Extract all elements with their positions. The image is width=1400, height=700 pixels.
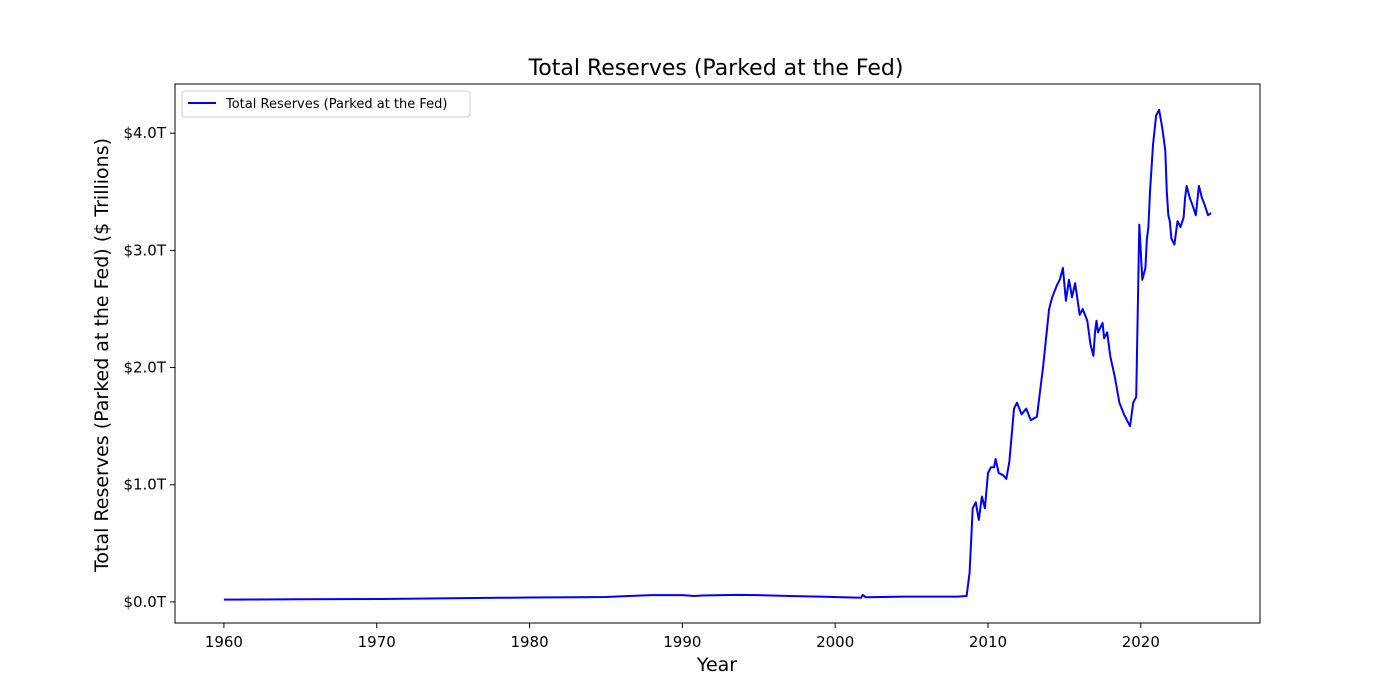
y-tick-label: $4.0T [123, 124, 166, 142]
y-axis: $0.0T $1.0T $2.0T $3.0T $4.0T [123, 124, 175, 611]
y-axis-label: Total Reserves (Parked at the Fed) ($ Tr… [91, 138, 113, 573]
x-tick-label: 2020 [1122, 633, 1160, 651]
x-tick-label: 1980 [510, 633, 548, 651]
x-axis-label: Year [696, 654, 737, 676]
x-tick-label: 2010 [969, 633, 1007, 651]
plot-area [174, 83, 1261, 624]
x-tick-label: 1990 [663, 633, 701, 651]
chart-title: Total Reserves (Parked at the Fed) [528, 56, 904, 81]
legend-box [181, 90, 471, 118]
y-tick-label: $1.0T [123, 476, 166, 494]
y-tick-label: $3.0T [123, 241, 166, 259]
x-axis: 1960 1970 1980 1990 2000 2010 2020 [205, 623, 1160, 651]
y-tick-label: $2.0T [123, 359, 166, 377]
x-tick-label: 1960 [205, 633, 243, 651]
series-line-total-reserves [223, 108, 1212, 601]
x-tick-label: 1970 [358, 633, 396, 651]
x-tick-label: 2000 [816, 633, 854, 651]
legend-label: Total Reserves (Parked at the Fed) [225, 97, 448, 112]
y-tick-label: $0.0T [123, 593, 166, 611]
legend: Total Reserves (Parked at the Fed) [181, 90, 471, 118]
